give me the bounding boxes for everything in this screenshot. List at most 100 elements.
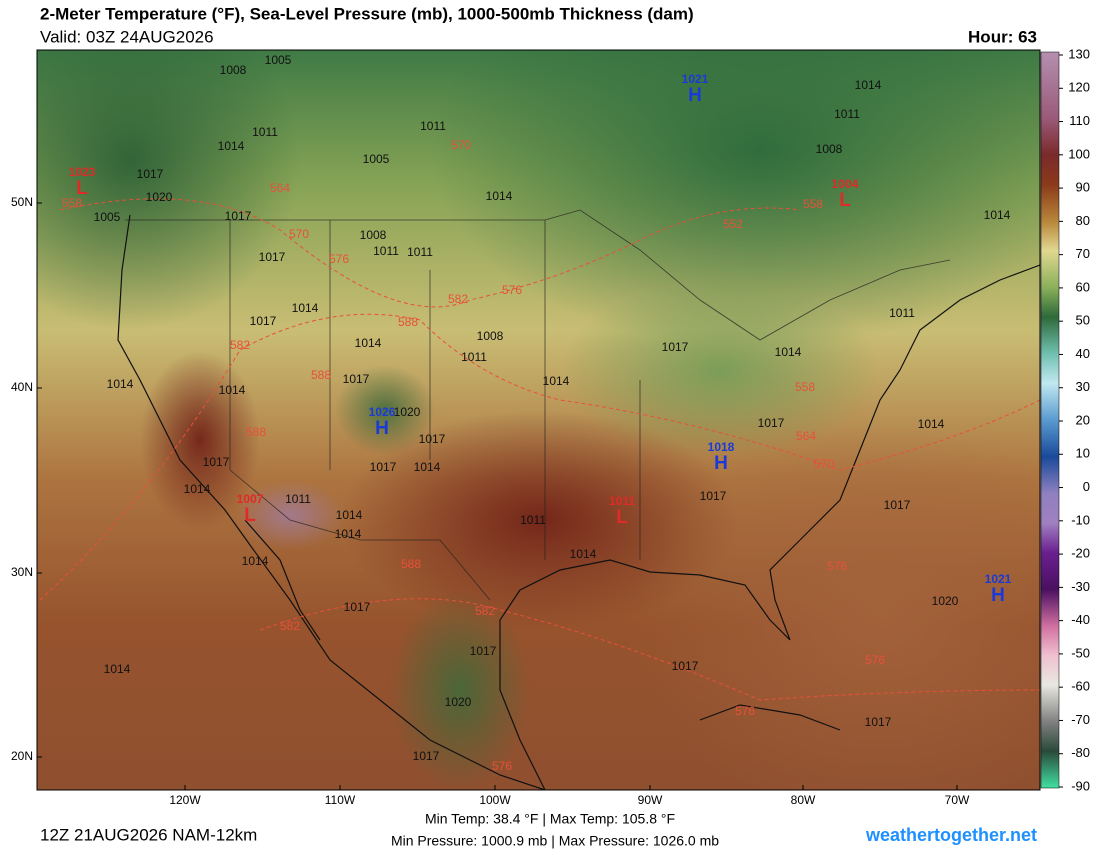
pressure-center-value: 1018 <box>708 440 735 454</box>
isobar-label: 1017 <box>662 340 689 354</box>
isobar-label: 1014 <box>570 547 597 561</box>
colorbar-label: -20 <box>1071 546 1090 561</box>
isobar-label: 1014 <box>292 301 319 315</box>
thickness-label: 552 <box>723 217 743 231</box>
isobar-label: 1017 <box>865 715 892 729</box>
isobar-label: 1014 <box>107 377 134 391</box>
longitude-label: 80W <box>791 793 816 807</box>
thickness-label: 582 <box>448 292 468 306</box>
pressure-center-value: 1021 <box>985 572 1012 586</box>
isobar-label: 1017 <box>672 659 699 673</box>
colorbar-label: -10 <box>1071 512 1090 527</box>
isobar-label: 1014 <box>775 345 802 359</box>
colorbar <box>1040 51 1060 789</box>
colorbar-label: 0 <box>1083 479 1090 494</box>
isobar-label: 1014 <box>984 208 1011 222</box>
pressure-center-value: 1021 <box>682 72 709 86</box>
isobar-label: 1017 <box>225 209 252 223</box>
temp-range: Min Temp: 38.4 °F | Max Temp: 105.8 °F <box>425 811 675 827</box>
thickness-label: 576 <box>865 653 885 667</box>
colorbar-label: 50 <box>1076 313 1090 328</box>
thickness-label: 564 <box>270 181 290 195</box>
colorbar-label: 100 <box>1068 146 1090 161</box>
isobar-label: 1017 <box>758 416 785 430</box>
colorbar-label: 90 <box>1076 180 1090 195</box>
site-credit: weathertogether.net <box>865 825 1037 845</box>
isobar-label: 1014 <box>184 482 211 496</box>
thickness-label: 588 <box>246 425 266 439</box>
thickness-label: 576 <box>502 283 522 297</box>
isobar-label: 1008 <box>816 142 843 156</box>
field-shade <box>37 50 300 330</box>
thickness-label: 558 <box>62 196 82 210</box>
isobar-label: 1020 <box>932 594 959 608</box>
isobar-label: 1005 <box>363 152 390 166</box>
field-shade <box>390 590 530 790</box>
longitude-label: 100W <box>479 793 511 807</box>
longitude-label: 70W <box>945 793 970 807</box>
thickness-label: 570 <box>814 457 834 471</box>
isobar-label: 1011 <box>834 107 860 121</box>
colorbar-label: 20 <box>1076 412 1090 427</box>
isobar-label: 1014 <box>855 78 882 92</box>
isobar-label: 1011 <box>889 306 915 320</box>
thickness-label: 588 <box>311 368 331 382</box>
latitude-label: 20N <box>11 749 33 763</box>
thickness-label: 576 <box>492 759 512 773</box>
thickness-contours <box>39 198 1040 701</box>
isobar-label: 1014 <box>335 527 362 541</box>
forecast-hour: Hour: 63 <box>968 27 1037 46</box>
isobar-label: 1011 <box>252 125 278 139</box>
thickness-label: 588 <box>401 557 421 571</box>
isobar-label: 1008 <box>477 329 504 343</box>
isobar-label: 1017 <box>259 250 286 264</box>
colorbar-label: -50 <box>1071 645 1090 660</box>
isobar-label: 1014 <box>219 383 246 397</box>
pressure-center-symbol: H <box>991 585 1005 606</box>
colorbar-label: 60 <box>1076 279 1090 294</box>
isobar-label: 1014 <box>543 374 570 388</box>
thickness-label: 576 <box>735 704 755 718</box>
longitude-label: 110W <box>325 793 356 807</box>
isobar-label: 1011 <box>520 513 546 527</box>
pressure-center-value: 1007 <box>237 492 264 506</box>
isobar-label: 1014 <box>918 417 945 431</box>
colorbar-label: 70 <box>1076 246 1090 261</box>
isobar-label: 1017 <box>884 498 911 512</box>
isobar-label: 1020 <box>146 190 173 204</box>
longitude-label: 120W <box>169 793 201 807</box>
isobar-label: 1020 <box>445 695 472 709</box>
isobar-label: 1017 <box>250 314 277 328</box>
isobar-label: 1011 <box>373 244 399 258</box>
borders <box>125 209 951 601</box>
isobar-label: 1014 <box>218 139 245 153</box>
isobar-label: 1017 <box>203 455 230 469</box>
isobar-label: 1017 <box>137 167 164 181</box>
model-run: 12Z 21AUG2026 NAM-12km <box>40 825 257 844</box>
thickness-label: 558 <box>803 197 823 211</box>
pressure-center-value: 1011 <box>609 494 635 508</box>
thickness-label: 582 <box>280 619 300 633</box>
thickness-label: 576 <box>329 252 349 266</box>
isobar-label: 1017 <box>343 372 370 386</box>
map-frame <box>36 49 1041 791</box>
isobar-label: 1017 <box>419 432 446 446</box>
pressure-center-value: 1026 <box>369 405 396 419</box>
isobar-label: 1014 <box>486 189 513 203</box>
latitude-label: 30N <box>11 565 33 579</box>
thickness-label: 570 <box>289 227 309 241</box>
thickness-label: 570 <box>451 138 471 152</box>
isobar-label: 1011 <box>407 245 433 259</box>
isobar-label: 1017 <box>700 489 727 503</box>
latitude-label: 50N <box>11 195 33 209</box>
map-title: 2-Meter Temperature (°F), Sea-Level Pres… <box>40 4 694 23</box>
field-shade <box>335 365 435 455</box>
colorbar-label: -40 <box>1071 612 1090 627</box>
isobar-label: 1014 <box>355 336 382 350</box>
pressure-range: Min Pressure: 1000.9 mb | Max Pressure: … <box>391 833 719 849</box>
pressure-center-value: 1004 <box>832 177 859 191</box>
colorbar-label: 40 <box>1076 346 1090 361</box>
colorbar-label: 10 <box>1076 446 1090 461</box>
